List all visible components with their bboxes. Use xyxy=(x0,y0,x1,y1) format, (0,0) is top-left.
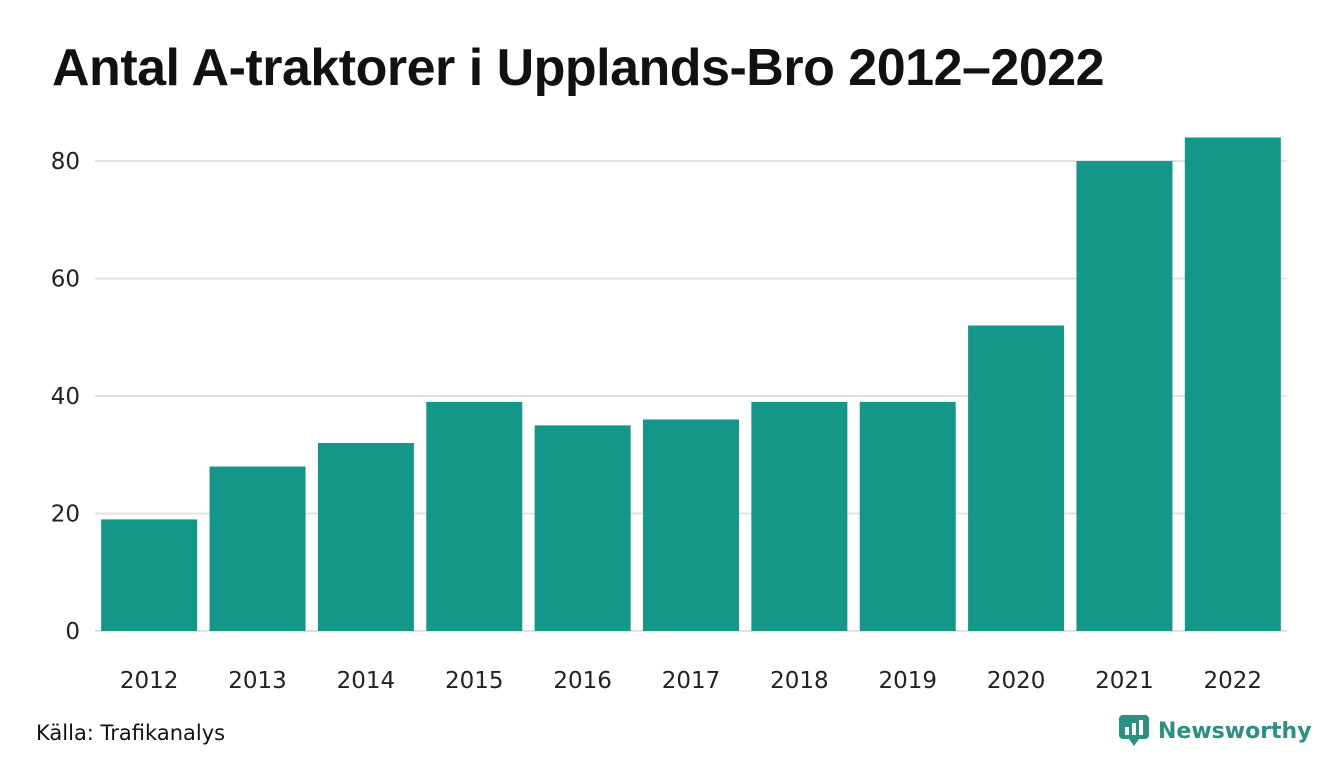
x-tick-label: 2020 xyxy=(987,668,1046,694)
x-tick-label: 2013 xyxy=(228,668,287,694)
y-tick-label: 40 xyxy=(51,384,80,410)
x-axis-ticks: 2012 2013 2014 2015 2016 2017 2018 2019 2020 2021… xyxy=(120,668,1262,694)
bar-2012[interactable] xyxy=(101,519,198,631)
bar-2021[interactable] xyxy=(1076,161,1173,631)
bar-2020[interactable] xyxy=(968,325,1065,632)
x-tick-label: 2021 xyxy=(1095,668,1154,694)
x-tick-label: 2017 xyxy=(662,668,721,694)
x-tick-label: 2014 xyxy=(337,668,396,694)
brand-name: Newsworthy xyxy=(1158,718,1312,744)
bar-2019[interactable] xyxy=(859,401,956,631)
x-tick-label: 2022 xyxy=(1204,668,1263,694)
bar-2016[interactable] xyxy=(534,425,631,631)
x-tick-label: 2018 xyxy=(770,668,829,694)
bars xyxy=(101,137,1281,632)
y-tick-label: 0 xyxy=(65,619,80,645)
chart-title: Antal A-traktorer i Upplands-Bro 2012–20… xyxy=(52,39,1105,97)
newsworthy-logo-icon xyxy=(1119,715,1149,746)
x-tick-label: 2015 xyxy=(445,668,504,694)
y-axis-ticks: 0 20 40 60 80 xyxy=(51,149,80,645)
x-tick-label: 2019 xyxy=(878,668,937,694)
bar-2017[interactable] xyxy=(643,419,739,632)
brand-logo[interactable]: Newsworthy xyxy=(1118,714,1312,748)
bar-2015[interactable] xyxy=(426,401,523,631)
x-tick-label: 2016 xyxy=(553,668,612,694)
bar-2022[interactable] xyxy=(1184,137,1281,632)
y-tick-label: 20 xyxy=(51,502,80,528)
bar-2013[interactable] xyxy=(209,466,306,632)
y-tick-label: 60 xyxy=(51,267,80,293)
source-note: Källa: Trafikanalys xyxy=(36,721,226,745)
bar-2018[interactable] xyxy=(751,401,848,631)
bar-2014[interactable] xyxy=(317,443,414,631)
y-tick-label: 80 xyxy=(51,149,80,175)
x-tick-label: 2012 xyxy=(120,668,179,694)
